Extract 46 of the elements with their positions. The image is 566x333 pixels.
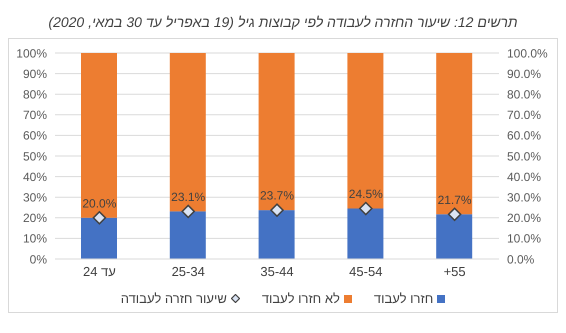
y-tick-label: 40% — [22, 170, 48, 184]
y2-tick-label: 60.0% — [507, 128, 542, 143]
x-tick-label: 25-34 — [172, 264, 205, 280]
y2-tick-label: 50.0% — [507, 149, 542, 164]
bar — [436, 53, 472, 214]
y2-tick-label: 20.0% — [507, 211, 542, 226]
x-tick-label: 35-44 — [260, 264, 294, 280]
y-tick-label: 10% — [22, 232, 48, 246]
data-label: 23.1% — [171, 190, 206, 204]
x-tick-label: 45-54 — [349, 264, 382, 280]
bar — [170, 211, 206, 259]
y-tick-label: 100% — [16, 46, 48, 60]
y-tick-label: 80% — [22, 87, 48, 102]
y-tick-label: 50% — [22, 149, 48, 164]
y2-tick-label: 0.0% — [507, 252, 535, 266]
y-tick-label: 70% — [22, 108, 48, 122]
legend-label: שיעור חזרה לעבודה — [120, 291, 227, 306]
y2-tick-label: 100.0% — [507, 46, 548, 60]
data-label: 23.7% — [260, 188, 294, 203]
bar — [258, 210, 295, 259]
y2-tick-label: 40.0% — [507, 170, 542, 184]
bar — [347, 208, 384, 259]
y-tick-label: 20% — [22, 211, 48, 226]
y2-tick-label: 10.0% — [507, 232, 542, 246]
bar — [81, 53, 117, 218]
y2-tick-label: 90.0% — [507, 66, 542, 81]
bar — [258, 53, 295, 210]
y-tick-label: 0% — [30, 252, 48, 266]
x-tick-label: +55 — [444, 264, 466, 280]
y-tick-label: 60% — [22, 128, 48, 143]
y-tick-label: 90% — [22, 66, 48, 81]
y2-tick-label: 70.0% — [507, 108, 542, 122]
y2-tick-label: 80.0% — [507, 87, 542, 102]
data-label: 24.5% — [348, 187, 384, 202]
legend-label: לא חזרו לעבוד — [262, 291, 340, 306]
x-tick-label: עד 24 — [82, 264, 116, 280]
data-label: 21.7% — [438, 192, 472, 207]
bar — [170, 53, 206, 212]
bar — [347, 53, 384, 209]
chart-title: תרשים 12: שיעור החזרה לעבודה לפי קבוצות גיל (19 באפריל עד 30 במאי, 2020) — [47, 13, 519, 32]
bar — [436, 214, 472, 259]
y-tick-label: 30% — [22, 190, 48, 204]
y2-tick-label: 30.0% — [507, 190, 542, 204]
bar — [81, 218, 117, 259]
legend-label: חזרו לעבוד — [374, 291, 434, 306]
data-label: 20.0% — [82, 196, 117, 210]
